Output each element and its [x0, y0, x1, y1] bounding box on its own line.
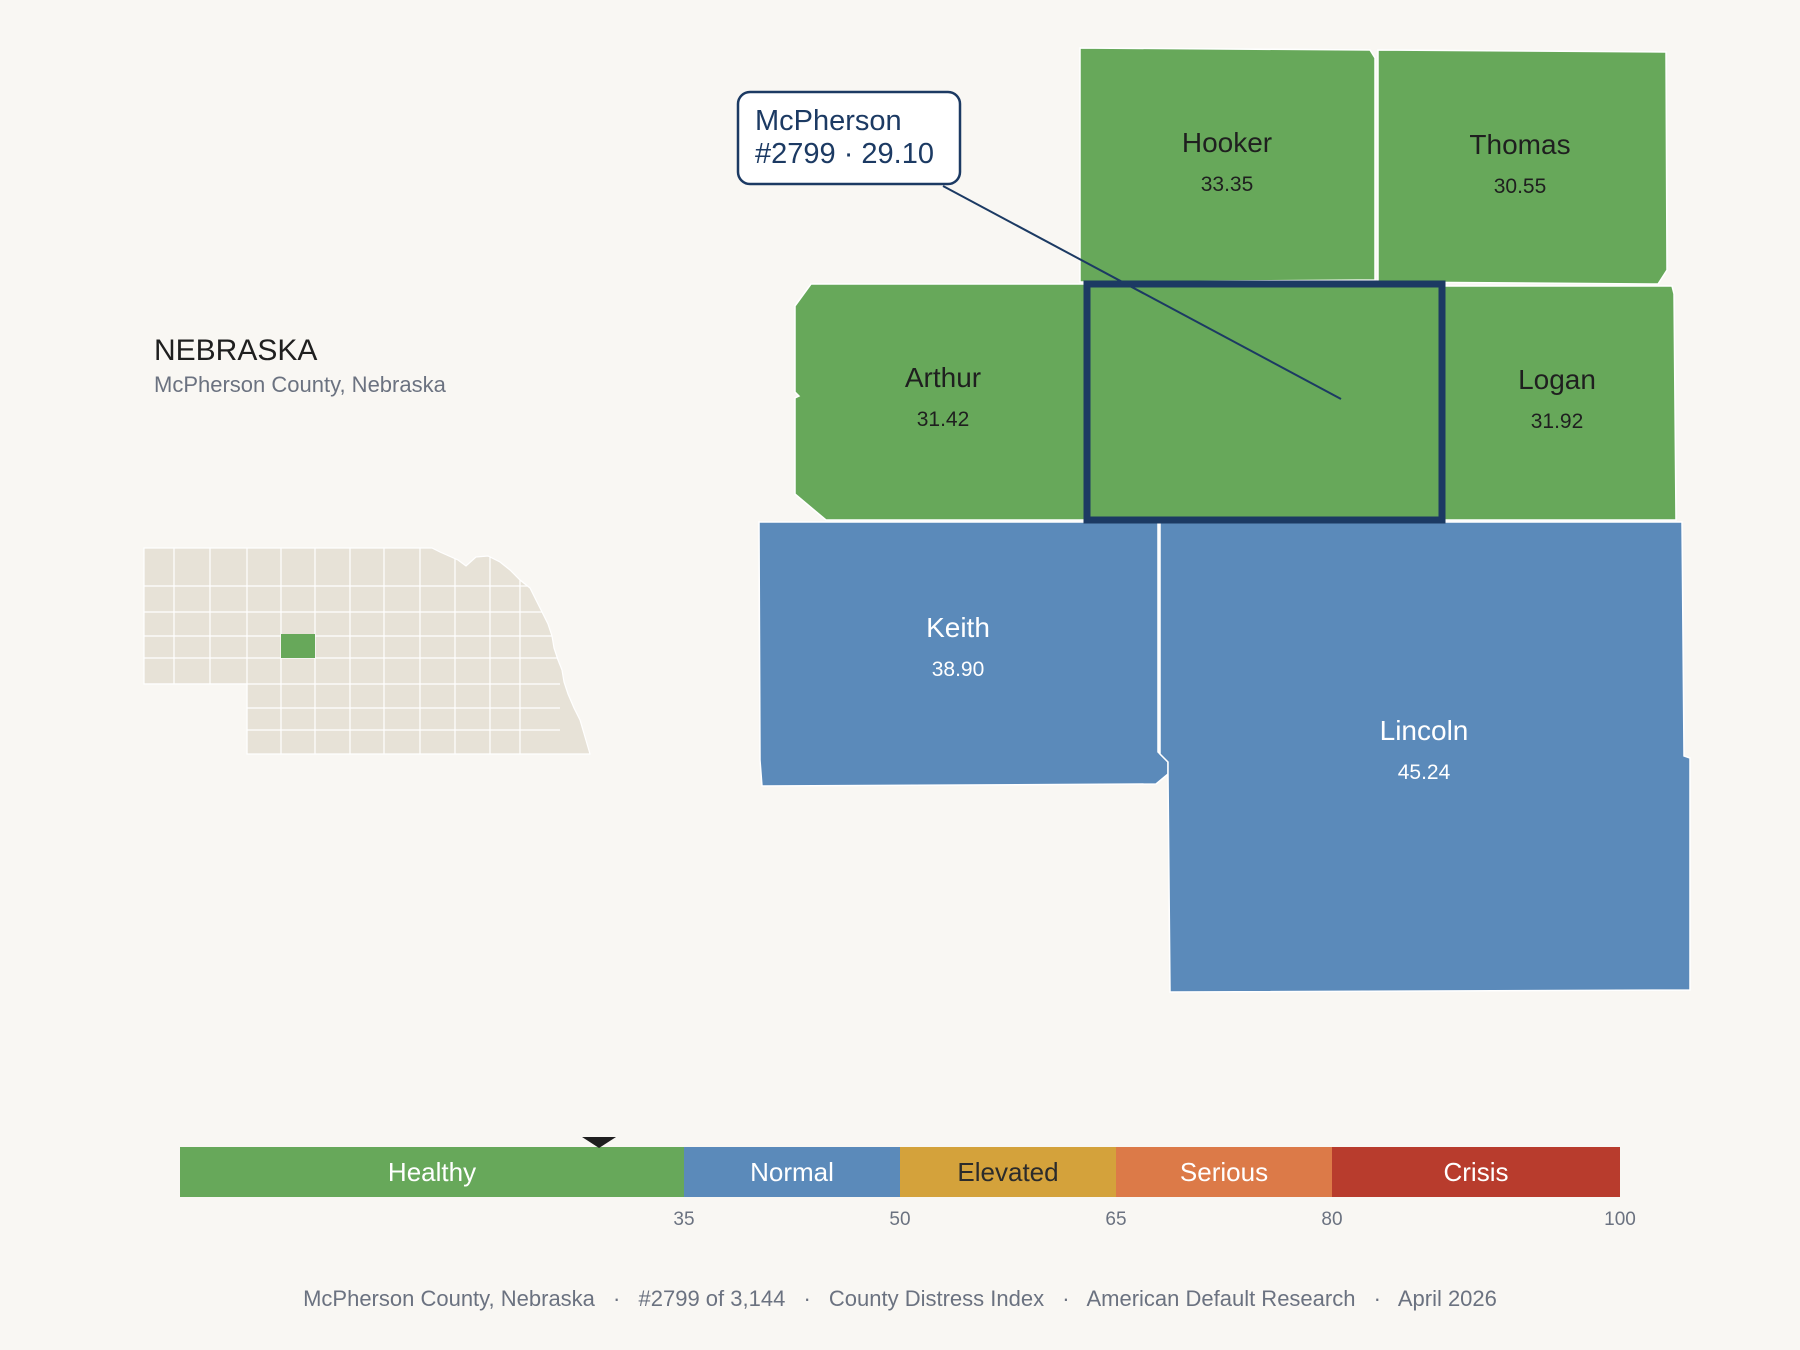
legend-tick-65: 65: [1105, 1209, 1126, 1230]
state-inset-map: [143, 547, 591, 755]
state-title: NEBRASKA: [154, 334, 317, 367]
footer-sep-2: ·: [803, 1286, 810, 1311]
legend-label-elevated: Elevated: [957, 1157, 1058, 1187]
footer-date: April 2026: [1398, 1286, 1497, 1311]
state-subtitle: McPherson County, Nebraska: [154, 372, 447, 397]
footer-index-name: County Distress Index: [829, 1286, 1044, 1311]
callout-box: [736, 90, 962, 186]
footer-sep-3: ·: [1062, 1286, 1069, 1311]
county-label-hooker: Hooker: [1182, 127, 1272, 158]
county-label-arthur: Arthur: [905, 362, 981, 393]
county-label-lincoln: Lincoln: [1380, 715, 1469, 746]
county-value-logan: 31.92: [1531, 410, 1584, 433]
legend-label-crisis: Crisis: [1444, 1157, 1509, 1187]
legend-scale: Healthy Normal Elevated Serious Crisis 35 50 6…: [180, 1137, 1636, 1230]
county-label-thomas: Thomas: [1469, 129, 1570, 160]
legend-band-serious: [1116, 1147, 1332, 1197]
callout-rank-score: #2799 · 29.10: [755, 138, 934, 170]
footer-sep-4: ·: [1374, 1286, 1381, 1311]
county-hooker[interactable]: [1079, 47, 1376, 283]
nebraska-outline: [143, 547, 591, 755]
county-thomas[interactable]: [1377, 49, 1668, 285]
footer-caption: McPherson County, Nebraska · #2799 of 3,…: [303, 1286, 1497, 1311]
county-lincoln[interactable]: [1159, 521, 1691, 993]
county-value-hooker: 33.35: [1201, 173, 1254, 196]
legend-tick-35: 35: [673, 1209, 694, 1230]
legend-tick-50: 50: [889, 1209, 910, 1230]
callout-leader-line: [942, 185, 1342, 400]
legend-label-normal: Normal: [750, 1157, 834, 1187]
legend-band-normal: [684, 1147, 900, 1197]
county-arthur[interactable]: [794, 283, 1087, 521]
county-value-keith: 38.90: [932, 658, 985, 681]
score-marker-icon: [582, 1137, 617, 1148]
legend-tick-100: 100: [1604, 1209, 1636, 1230]
county-map: Hooker 33.35 Thomas 30.55 Arthur 31.42 L…: [758, 47, 1691, 993]
legend-label-serious: Serious: [1180, 1157, 1268, 1187]
county-grid: [144, 548, 560, 754]
legend-label-healthy: Healthy: [388, 1157, 476, 1187]
county-label-logan: Logan: [1518, 364, 1596, 395]
county-value-lincoln: 45.24: [1398, 761, 1451, 784]
footer-source: American Default Research: [1086, 1286, 1355, 1311]
county-value-arthur: 31.42: [917, 408, 970, 431]
callout-county-name: McPherson: [755, 105, 902, 137]
footer-rank: #2799 of 3,144: [639, 1286, 786, 1311]
county-value-thomas: 30.55: [1494, 175, 1547, 198]
legend-band-elevated: [900, 1147, 1116, 1197]
county-label-keith: Keith: [926, 612, 990, 643]
county-logan[interactable]: [1443, 285, 1677, 521]
focus-county-highlight: [1083, 280, 1446, 524]
county-keith[interactable]: [758, 521, 1169, 787]
county-mcpherson[interactable]: [1087, 283, 1443, 521]
legend-band-healthy: [180, 1147, 684, 1197]
footer-sep-1: ·: [613, 1286, 620, 1311]
focus-callout: McPherson #2799 · 29.10: [736, 90, 1342, 400]
footer-location: McPherson County, Nebraska: [303, 1286, 596, 1311]
inset-highlight-county: [281, 634, 315, 658]
legend-tick-80: 80: [1321, 1209, 1342, 1230]
legend-band-crisis: [1332, 1147, 1620, 1197]
